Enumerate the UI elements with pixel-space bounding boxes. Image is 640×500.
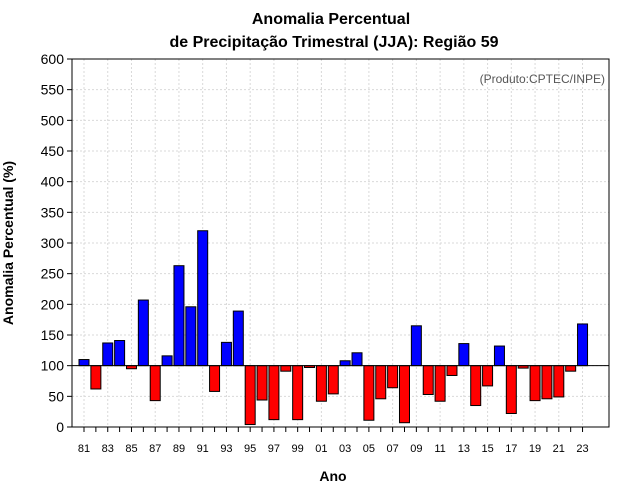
- y-tick-label-600: 600: [41, 51, 65, 67]
- x-tick-label-95: 95: [244, 443, 256, 455]
- x-tick-label-97: 97: [268, 443, 280, 455]
- bar-98: [280, 365, 292, 372]
- bar-96: [256, 365, 268, 401]
- chart-title-line2: de Precipitação Trimestral (JJA): Região…: [169, 34, 498, 51]
- y-axis-label: Anomalia Percentual (%): [0, 161, 16, 325]
- bar-82: [90, 365, 102, 390]
- x-tick-label-89: 89: [173, 443, 185, 455]
- bar-04: [351, 352, 363, 367]
- bar-07: [387, 365, 399, 389]
- y-tick-label-250: 250: [41, 266, 65, 282]
- bar-13: [458, 343, 470, 367]
- x-tick-label-17: 17: [505, 443, 517, 455]
- y-tick-label-400: 400: [41, 174, 65, 190]
- x-tick-label-15: 15: [481, 443, 493, 455]
- x-tick-label-07: 07: [386, 443, 398, 455]
- x-tick-label-93: 93: [220, 443, 232, 455]
- y-tick-label-350: 350: [41, 204, 65, 220]
- x-tick-label-85: 85: [125, 443, 137, 455]
- bar-14: [470, 365, 482, 407]
- x-tick-label-19: 19: [529, 443, 541, 455]
- bar-90: [185, 306, 197, 367]
- y-tick-label-300: 300: [41, 235, 65, 251]
- x-axis-label: Ano: [319, 468, 346, 484]
- bar-97: [268, 365, 280, 421]
- bar-94: [232, 310, 244, 367]
- x-tick-label-01: 01: [315, 443, 327, 455]
- bar-20: [541, 365, 553, 400]
- x-tick-label-23: 23: [576, 443, 588, 455]
- bar-19: [529, 365, 541, 402]
- y-tick-label-50: 50: [48, 388, 64, 404]
- x-tick-label-09: 09: [410, 443, 422, 455]
- y-tick-label-550: 550: [41, 82, 65, 98]
- x-axis-ticks: 81 83 85 87 89 91 93 95 97 99 01 03 05 07 09 11 13 15 17 19…: [78, 427, 589, 455]
- bar-93: [220, 341, 232, 367]
- bar-86: [137, 299, 149, 367]
- y-tick-label-100: 100: [41, 358, 65, 374]
- bar-05: [363, 365, 375, 421]
- y-tick-label-150: 150: [41, 327, 65, 343]
- bar-83: [102, 342, 114, 367]
- x-tick-label-91: 91: [197, 443, 209, 455]
- bar-21: [553, 365, 565, 398]
- y-tick-label-0: 0: [56, 419, 64, 435]
- bar-03: [339, 360, 351, 367]
- bar-12: [446, 365, 458, 376]
- x-tick-label-81: 81: [78, 443, 90, 455]
- y-tick-label-500: 500: [41, 112, 65, 128]
- x-tick-label-99: 99: [292, 443, 304, 455]
- x-tick-label-83: 83: [102, 443, 114, 455]
- bar-15: [482, 365, 494, 387]
- bar-16: [493, 345, 505, 367]
- bar-95: [244, 365, 256, 426]
- bar-81: [78, 359, 90, 367]
- bar-08: [398, 365, 410, 424]
- bar-92: [209, 365, 221, 392]
- bar-88: [161, 355, 173, 367]
- bar-01: [315, 365, 327, 402]
- bar-11: [434, 365, 446, 402]
- bar-91: [197, 230, 209, 367]
- bar-23: [577, 323, 589, 367]
- bar-87: [149, 365, 161, 402]
- bar-22: [565, 365, 577, 372]
- y-tick-label-200: 200: [41, 296, 65, 312]
- bars: [78, 230, 589, 426]
- bar-06: [375, 365, 387, 400]
- x-tick-label-05: 05: [363, 443, 375, 455]
- bar-99: [292, 365, 304, 421]
- chart-title-line1: Anomalia Percentual: [252, 11, 410, 28]
- y-axis-ticks: 0 50 100 150 200 250 300 350 400 450 500 550 600: [41, 51, 72, 435]
- bar-02: [327, 365, 339, 395]
- x-tick-label-03: 03: [339, 443, 351, 455]
- bar-84: [114, 340, 126, 367]
- bar-17: [505, 365, 517, 415]
- bar-09: [410, 325, 422, 367]
- y-tick-label-450: 450: [41, 143, 65, 159]
- source-annotation: (Produto:CPTEC/INPE): [480, 72, 605, 86]
- bar-89: [173, 265, 185, 367]
- bar-10: [422, 365, 434, 395]
- x-tick-label-21: 21: [553, 443, 565, 455]
- x-tick-label-87: 87: [149, 443, 161, 455]
- x-tick-label-13: 13: [458, 443, 470, 455]
- x-tick-label-11: 11: [434, 443, 445, 455]
